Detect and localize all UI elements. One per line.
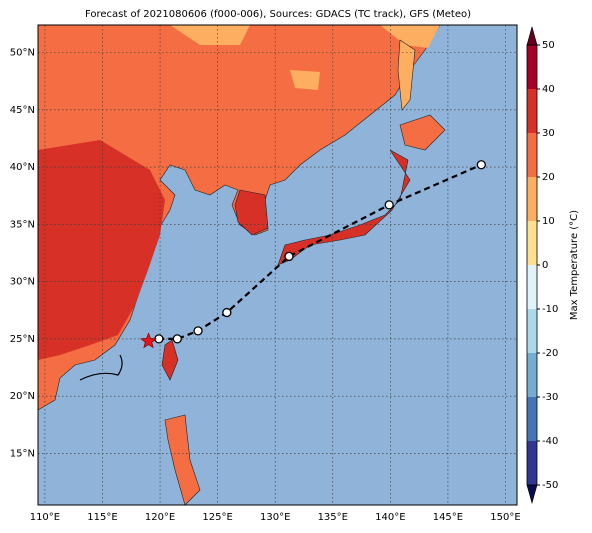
x-tick-label: 135°E xyxy=(318,512,348,523)
colorbar-tick-label: 30 xyxy=(542,128,555,139)
colorbar: -50 -40 -30 -20 -10 0 10 20 30 40 50 xyxy=(526,25,558,505)
track-point xyxy=(172,334,182,344)
colorbar-band xyxy=(527,441,537,485)
philippines xyxy=(164,414,201,506)
colorbar-band xyxy=(527,397,537,441)
colorbar-tick-label: -30 xyxy=(542,392,558,403)
colorbar-label: Max Temperature (°C) xyxy=(569,210,580,320)
y-tick-label: 25°N xyxy=(10,334,35,345)
colorbar-tick-label: 20 xyxy=(542,172,555,183)
x-tick-label: 110°E xyxy=(30,512,60,523)
x-tick-label: 115°E xyxy=(87,512,117,523)
title: Forecast of 2021080606 (f000-006), Sourc… xyxy=(85,9,471,20)
colorbar-tick-label: 50 xyxy=(542,40,555,51)
y-tick-label: 40°N xyxy=(10,162,35,173)
map-frame xyxy=(37,24,518,506)
colorbar-tick-label: -50 xyxy=(542,480,558,491)
hokkaido xyxy=(399,114,446,151)
korea xyxy=(234,189,269,236)
sakhalin xyxy=(397,39,416,111)
y-tick-label: 15°N xyxy=(10,448,35,459)
current-position xyxy=(140,332,157,349)
land-hot xyxy=(38,140,165,360)
land-cool xyxy=(170,25,250,45)
x-tick-label: 145°E xyxy=(433,512,463,523)
colorbar-tick-label: -40 xyxy=(542,436,558,447)
y-tick-label: 30°N xyxy=(10,277,35,288)
track-point xyxy=(476,160,486,170)
colorbar-tick-label: -20 xyxy=(542,348,558,359)
colorbar-tick-label: 0 xyxy=(542,260,548,271)
colorbar-band xyxy=(527,133,537,177)
land-cool xyxy=(290,70,320,90)
x-tick-label: 150°E xyxy=(490,512,520,523)
y-tick-label: 45°N xyxy=(10,105,35,116)
track-point xyxy=(284,251,294,262)
land-cool xyxy=(380,25,440,48)
colorbar-tick-label: 40 xyxy=(542,84,555,95)
colorbar-band xyxy=(527,309,537,353)
y-tick-label: 50°N xyxy=(10,47,35,58)
colorbar-extend xyxy=(526,484,538,505)
y-tick-label: 35°N xyxy=(10,219,35,230)
track xyxy=(140,160,486,349)
colorbar-tick-label: 10 xyxy=(542,216,555,227)
x-tick-label: 130°E xyxy=(260,512,290,523)
x-tick-label: 125°E xyxy=(202,512,232,523)
track-point xyxy=(222,307,232,318)
forecast-cone xyxy=(79,354,123,381)
x-tick-label: 140°E xyxy=(375,512,405,523)
colorbar-band xyxy=(527,45,537,89)
track-point xyxy=(193,326,203,336)
grid: 110°E 115°E 120°E 125°E 130°E 135°E 140°E 145°E… xyxy=(10,25,521,523)
colorbar-band xyxy=(527,177,537,221)
colorbar-band xyxy=(527,89,537,133)
track-point xyxy=(384,200,394,210)
map xyxy=(37,24,517,506)
colorbar-band xyxy=(527,221,537,265)
colorbar-band xyxy=(527,353,537,397)
taiwan xyxy=(161,339,179,381)
y-tick-label: 20°N xyxy=(10,391,35,402)
colorbar-band xyxy=(527,265,537,309)
colorbar-tick-label: -10 xyxy=(542,304,558,315)
colorbar-extend xyxy=(526,25,538,46)
x-tick-label: 120°E xyxy=(145,512,175,523)
